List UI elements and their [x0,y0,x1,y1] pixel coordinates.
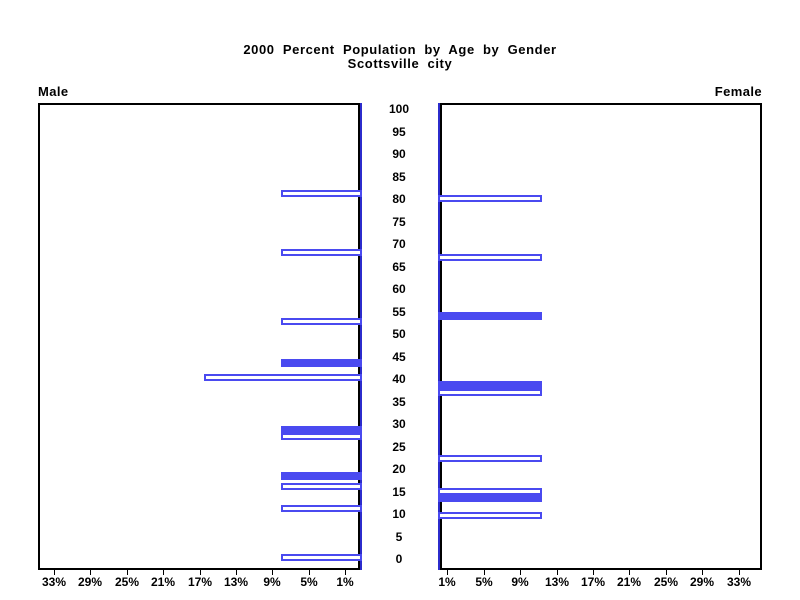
pyramid-bar-female-age-39 [438,381,542,389]
percent-tick [163,570,164,575]
percent-tick-label: 25% [114,575,140,589]
age-tick-label: 70 [392,237,406,251]
percent-tick-label: 17% [187,575,213,589]
percent-tick-label: 17% [580,575,606,589]
age-tick-label: 25 [392,440,406,454]
chart-subtitle: Scottsville city [347,56,453,71]
percent-tick [309,570,310,575]
age-tick-label: 35 [392,395,406,409]
age-tick-label: 5 [395,530,403,544]
pyramid-bar-female-age-10 [438,512,542,519]
pyramid-bar-male-age-11 [281,505,362,512]
age-tick-label: 40 [392,372,406,386]
percent-tick-label: 9% [263,575,281,589]
percent-tick-label: 1% [438,575,456,589]
percent-tick [666,570,667,575]
pyramid-bar-male-age-27 [281,433,362,440]
percent-tick-label: 9% [511,575,529,589]
percent-tick [629,570,630,575]
pyramid-bar-male-age-53 [281,318,362,325]
percent-tick-label: 13% [223,575,249,589]
percent-tick [127,570,128,575]
percent-tick-label: 1% [336,575,354,589]
age-tick-label: 50 [392,327,406,341]
percent-tick [484,570,485,575]
female-panel-label: Female [714,84,762,99]
percent-tick-label: 25% [653,575,679,589]
percent-tick-label: 21% [150,575,176,589]
pyramid-bar-male-age-16 [281,483,362,490]
pyramid-bar-male-age-40 [204,374,362,381]
age-tick-label: 55 [392,305,406,319]
percent-tick-label: 21% [616,575,642,589]
pyramid-bar-male-age-81 [281,190,362,197]
percent-tick [447,570,448,575]
chart-title: 2000 Percent Population by Age by Gender [243,42,557,57]
age-tick-label: 20 [392,462,406,476]
percent-tick-label: 29% [689,575,715,589]
percent-tick [345,570,346,575]
percent-tick [520,570,521,575]
percent-tick [54,570,55,575]
age-tick-label: 80 [392,192,406,206]
percent-tick [90,570,91,575]
percent-tick [702,570,703,575]
age-tick-label: 95 [392,125,406,139]
pyramid-bar-male-age-0 [281,554,362,561]
pyramid-bar-male-age-44 [281,359,362,367]
percent-tick [593,570,594,575]
age-tick-label: 30 [392,417,406,431]
male-panel-label: Male [38,84,69,99]
male-panel-frame [38,103,360,570]
percent-tick [272,570,273,575]
percent-tick [557,570,558,575]
percent-tick-label: 5% [300,575,318,589]
female-zero-axis-line [438,103,440,570]
percent-tick-label: 5% [475,575,493,589]
percent-tick-label: 29% [77,575,103,589]
percent-tick-label: 13% [544,575,570,589]
pyramid-bar-male-age-68 [281,249,362,256]
pyramid-bar-female-age-14 [438,494,542,502]
age-tick-label: 65 [392,260,406,274]
percent-tick [236,570,237,575]
percent-tick [200,570,201,575]
age-tick-label: 0 [395,552,403,566]
percent-tick-label: 33% [726,575,752,589]
percent-tick-label: 33% [41,575,67,589]
age-tick-label: 10 [392,507,406,521]
pyramid-bar-male-age-29 [281,426,362,434]
pyramid-bar-female-age-67 [438,254,542,261]
age-tick-label: 100 [388,102,410,116]
pyramid-bar-female-age-37 [438,389,542,396]
percent-tick [739,570,740,575]
pyramid-bar-female-age-22 [438,455,542,462]
age-tick-label: 45 [392,350,406,364]
age-tick-label: 15 [392,485,406,499]
age-tick-label: 75 [392,215,406,229]
age-tick-label: 85 [392,170,406,184]
pyramid-bar-female-age-80 [438,195,542,202]
pyramid-bar-male-age-18 [281,472,362,480]
age-tick-label: 90 [392,147,406,161]
age-tick-label: 60 [392,282,406,296]
pyramid-bar-female-age-54 [438,312,542,320]
male-zero-axis-line [360,103,362,570]
